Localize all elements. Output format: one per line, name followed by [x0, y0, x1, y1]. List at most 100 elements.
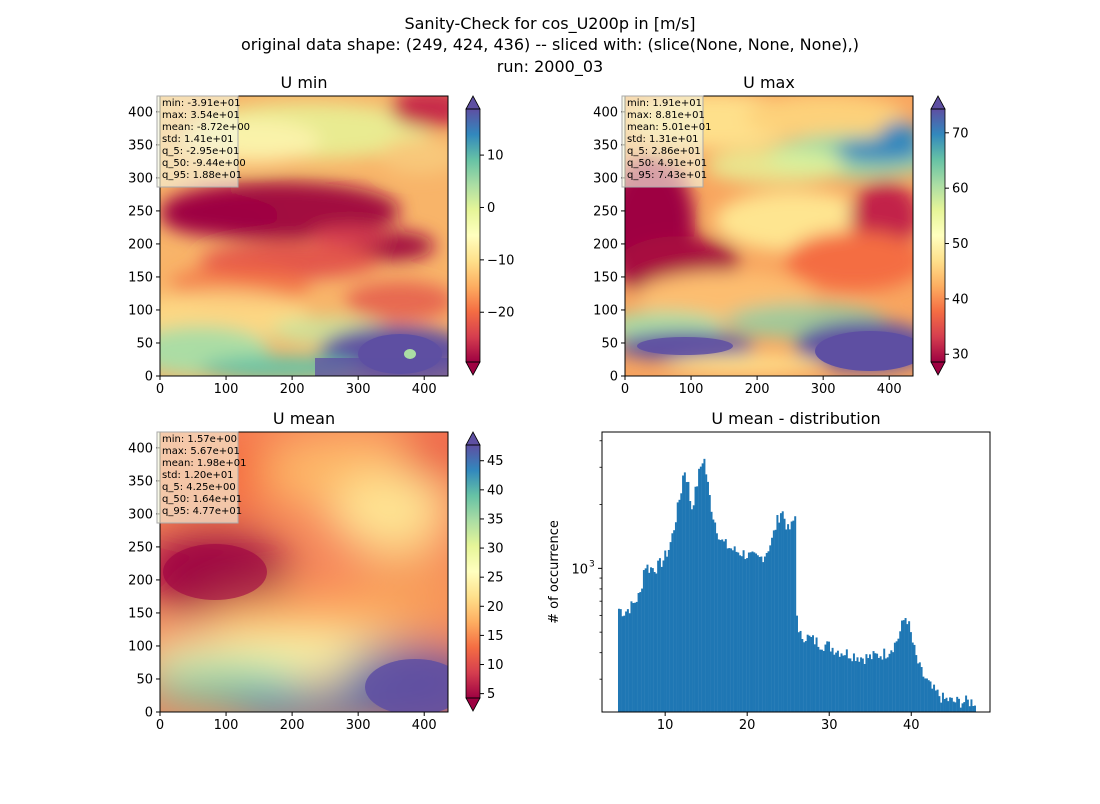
- y-tick-exponent: 3: [589, 559, 595, 569]
- histogram-bar: [678, 499, 681, 712]
- y-tick-label: 250: [593, 204, 618, 219]
- histogram-bar: [934, 690, 937, 712]
- y-tick-label: 0: [610, 370, 618, 385]
- histogram-bar: [851, 661, 854, 712]
- histogram-bar: [655, 573, 658, 712]
- histogram-bar: [696, 486, 699, 712]
- panel-title: U mean: [273, 409, 335, 428]
- histogram-bar: [861, 658, 864, 712]
- histogram-bar: [863, 663, 866, 712]
- histogram-bar: [828, 641, 831, 712]
- histogram-bar: [792, 520, 795, 712]
- colorbar-tick-label: 30: [487, 542, 504, 557]
- stat-line: max: 5.67e+01: [162, 446, 240, 457]
- histogram-bar: [826, 641, 829, 712]
- stat-line: min: -3.91e+01: [162, 98, 241, 109]
- panel-u-max: U max 0 100 200 300 400 0 50 100 150 200 250 300 35…: [593, 73, 968, 397]
- histogram-bar: [623, 615, 626, 712]
- histogram-bar: [705, 474, 708, 712]
- histogram-bar: [844, 655, 847, 712]
- histogram-bar: [788, 529, 791, 712]
- histogram-bar: [963, 702, 966, 712]
- histogram-bar: [763, 556, 766, 712]
- histogram-bar: [635, 601, 638, 712]
- histogram-bar: [974, 705, 976, 712]
- y-tick-label: 250: [128, 204, 153, 219]
- histogram-bar: [968, 706, 971, 712]
- histogram-bar: [936, 689, 939, 712]
- histogram-bar: [774, 529, 777, 712]
- histogram-bar: [674, 522, 677, 712]
- histogram-bar: [915, 655, 918, 712]
- histogram-bar: [892, 652, 895, 712]
- histogram-bar: [755, 553, 758, 712]
- x-tick-label: 300: [346, 382, 371, 397]
- x-tick-label: 200: [280, 382, 305, 397]
- y-tick-label: 300: [593, 171, 618, 186]
- histogram-bar: [906, 624, 909, 712]
- histogram-bar: [897, 638, 900, 712]
- y-tick-label: 10: [571, 562, 588, 577]
- histogram-bar: [868, 654, 871, 712]
- histogram-bar: [883, 648, 886, 712]
- histogram-bar: [723, 541, 725, 712]
- y-tick-label: 400: [128, 441, 153, 456]
- histogram-bar: [845, 649, 848, 712]
- x-tick-label: 100: [679, 382, 704, 397]
- histogram-bar: [933, 684, 936, 712]
- histogram-bar: [730, 548, 733, 712]
- histogram-bar: [815, 637, 818, 712]
- histogram-bar: [874, 653, 877, 712]
- stat-line: q_95: 7.43e+01: [627, 170, 707, 181]
- histogram-bar: [888, 653, 891, 712]
- histogram-bar: [772, 530, 775, 712]
- histogram-bar: [715, 533, 718, 712]
- y-tick-label: 150: [593, 270, 618, 285]
- colorbar-tick-label: 35: [487, 512, 504, 527]
- histogram-bar: [735, 551, 738, 712]
- histogram-bar: [885, 658, 887, 712]
- histogram-bar: [931, 688, 934, 712]
- x-tick-label: 0: [621, 382, 629, 397]
- plot-frame: [159, 95, 449, 377]
- histogram-bar: [945, 697, 948, 712]
- histogram-bar: [824, 644, 827, 712]
- histogram-bar: [733, 546, 736, 712]
- histogram-bar: [908, 621, 911, 712]
- panel-title: U mean - distribution: [711, 409, 880, 428]
- colorbar-tick-label: 0: [487, 201, 495, 216]
- histogram-bar: [660, 566, 663, 712]
- colorbar-tick-label: 30: [952, 348, 969, 363]
- histogram-bar: [836, 650, 839, 712]
- y-tick-label: 100: [593, 303, 618, 318]
- histogram-bar: [886, 657, 889, 712]
- colorbar-tick-label: 50: [952, 237, 969, 252]
- x-tick-label: 20: [739, 718, 756, 733]
- histogram-bar: [626, 609, 629, 712]
- histogram-bar: [712, 519, 715, 712]
- histogram-bar: [687, 481, 690, 712]
- histogram-bar: [790, 521, 793, 712]
- histogram-bar: [879, 656, 882, 712]
- histogram-bar: [881, 659, 884, 712]
- histogram-bar: [849, 658, 852, 712]
- histogram-bar: [924, 678, 927, 712]
- y-tick-label: 300: [128, 507, 153, 522]
- colorbar-tick-label: 60: [952, 182, 969, 197]
- histogram-bar: [717, 539, 720, 712]
- stat-line: q_95: 1.88e+01: [162, 170, 242, 181]
- histogram-bar: [829, 651, 832, 712]
- panel-u-min: U min 0 100 200 300 400 05010015020025030035…: [128, 73, 514, 397]
- histogram-bar: [756, 555, 759, 712]
- histogram-bar: [947, 701, 950, 712]
- figure-title-line-1: Sanity-Check for cos_U200p in [m/s]: [404, 14, 695, 34]
- y-tick-label: 250: [128, 540, 153, 555]
- histogram-bar: [685, 482, 688, 712]
- histogram-bar: [737, 552, 740, 712]
- x-tick-label: 10: [657, 718, 674, 733]
- histogram-bar: [817, 646, 820, 712]
- histogram-bar: [810, 636, 813, 712]
- y-tick-label: 400: [593, 105, 618, 120]
- histogram-bar: [801, 639, 804, 712]
- histogram-bar: [739, 555, 742, 712]
